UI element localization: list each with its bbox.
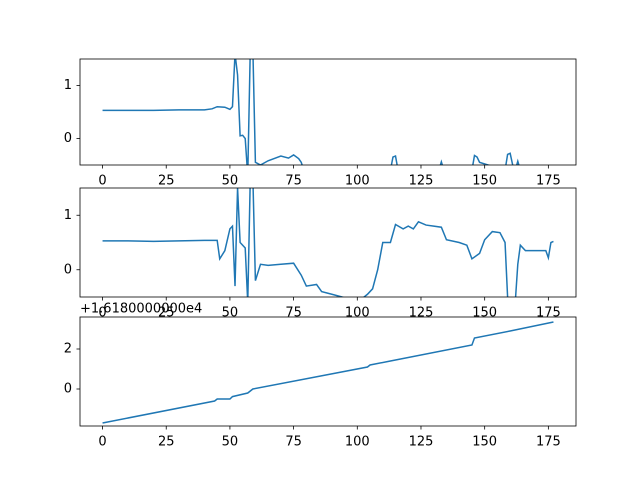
x-tick-label: 50 bbox=[222, 174, 239, 189]
x-tick-label: 0 bbox=[98, 174, 106, 189]
axes-frame bbox=[79, 58, 577, 166]
x-tick-label: 175 bbox=[536, 306, 561, 321]
data-line bbox=[102, 321, 554, 424]
data-line bbox=[102, 59, 520, 165]
y-tick-label: 0 bbox=[64, 262, 72, 277]
x-tick-label: 125 bbox=[409, 435, 434, 450]
x-tick-label: 125 bbox=[409, 306, 434, 321]
y-tick-label: 1 bbox=[64, 208, 72, 223]
x-tick-label: 75 bbox=[285, 435, 302, 450]
x-tick-label: 175 bbox=[536, 174, 561, 189]
axes-frame bbox=[79, 187, 577, 298]
x-tick-label: 0 bbox=[98, 306, 106, 321]
x-tick-label: 150 bbox=[472, 435, 497, 450]
x-tick-label: 100 bbox=[345, 306, 370, 321]
x-tick-label: 125 bbox=[409, 174, 434, 189]
x-tick-label: 175 bbox=[536, 435, 561, 450]
x-tick-label: 150 bbox=[472, 306, 497, 321]
y-tick-label: 0 bbox=[64, 382, 72, 397]
x-tick-label: 25 bbox=[158, 174, 175, 189]
axes-frame bbox=[79, 316, 577, 427]
y-tick-label: 2 bbox=[64, 342, 72, 357]
x-tick-label: 100 bbox=[345, 435, 370, 450]
y-tick-label: 0 bbox=[64, 131, 72, 146]
y-tick-label: 1 bbox=[64, 78, 72, 93]
x-tick-label: 100 bbox=[345, 174, 370, 189]
x-tick-label: 50 bbox=[222, 435, 239, 450]
x-tick-label: 25 bbox=[158, 435, 175, 450]
x-tick-label: 75 bbox=[285, 306, 302, 321]
x-tick-label: 50 bbox=[222, 306, 239, 321]
x-tick-label: 75 bbox=[285, 174, 302, 189]
offset-text: +1.6180000000e4 bbox=[80, 302, 202, 317]
x-tick-label: 0 bbox=[98, 435, 106, 450]
data-line bbox=[102, 188, 554, 297]
x-tick-label: 150 bbox=[472, 174, 497, 189]
